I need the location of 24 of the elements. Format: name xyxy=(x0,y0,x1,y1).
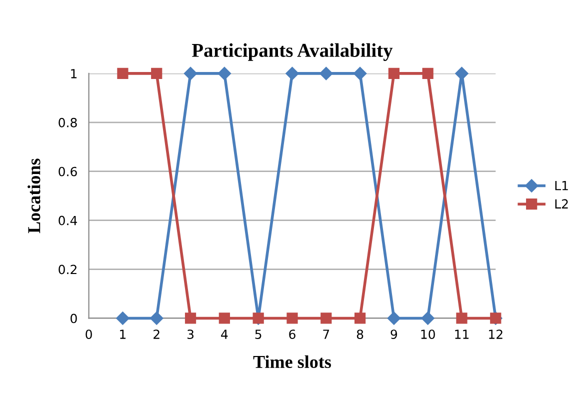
x-tick-label: 4 xyxy=(221,330,228,339)
x-tick-label: 8 xyxy=(356,330,364,340)
legend-label: L1 xyxy=(555,181,568,190)
y-tick-label: 0.2 xyxy=(58,264,76,274)
chart-title: Participants Availability xyxy=(192,43,393,61)
x-tick-label: 9 xyxy=(390,330,398,340)
y-tick-label: 0.4 xyxy=(58,216,78,226)
y-axis-title: Locations xyxy=(28,158,40,234)
x-tick-label: 11 xyxy=(455,330,469,339)
x-axis-title: Time slots xyxy=(253,355,331,368)
x-tick-label: 1 xyxy=(120,330,126,339)
x-tick-label: 3 xyxy=(188,330,194,340)
y-tick-label: 1 xyxy=(71,69,77,78)
y-tick-label: 0.6 xyxy=(58,166,77,176)
x-tick-label: 5 xyxy=(255,330,262,340)
y-tick-label: 0.8 xyxy=(58,118,77,128)
x-tick-label: 2 xyxy=(154,330,160,339)
x-tick-label: 7 xyxy=(323,330,330,339)
x-tick-label: 12 xyxy=(489,330,502,339)
x-tick-label: 0 xyxy=(86,330,92,340)
y-tick-label: 0 xyxy=(70,314,77,324)
legend-label: L2 xyxy=(555,199,568,208)
x-tick-label: 10 xyxy=(421,330,435,340)
x-tick-label: 6 xyxy=(289,330,296,340)
